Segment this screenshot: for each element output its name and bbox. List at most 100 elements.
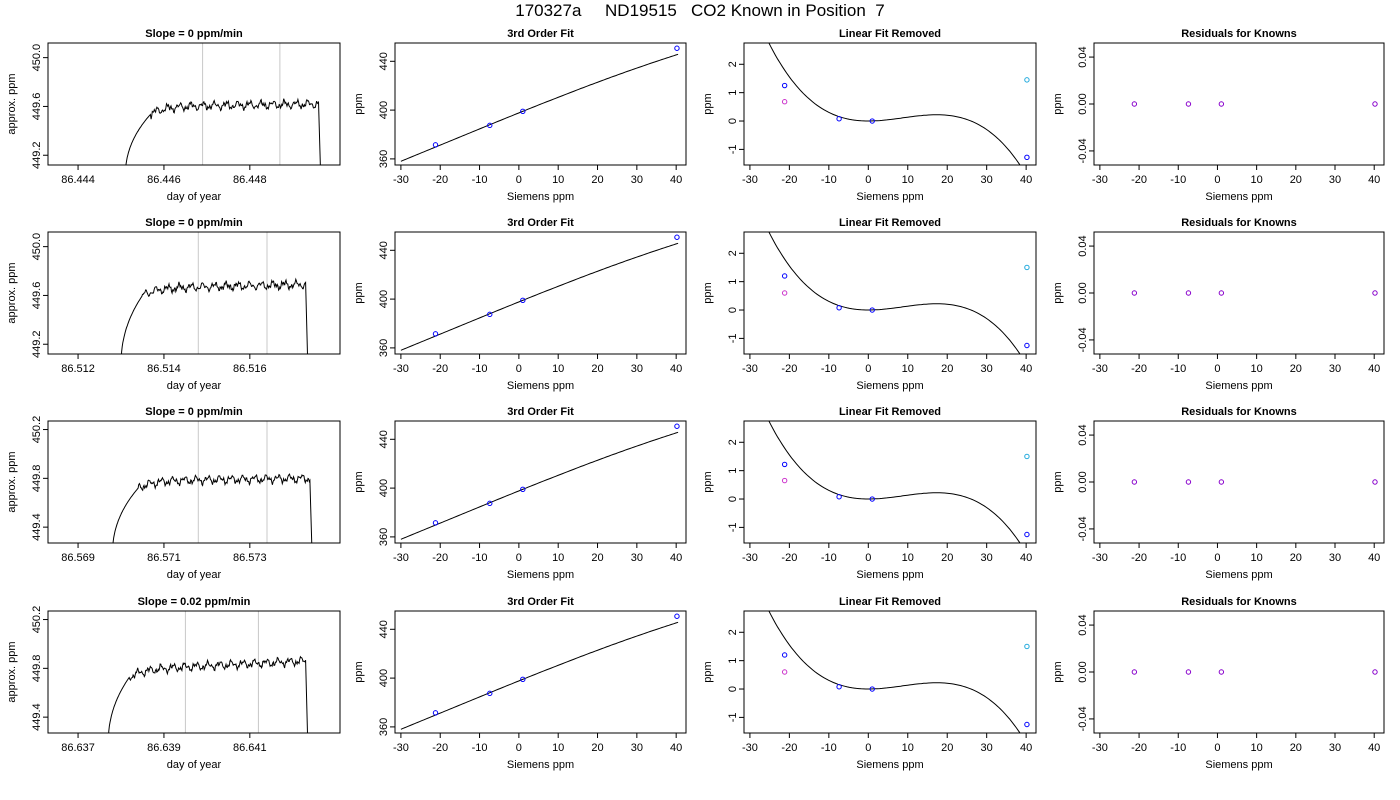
plot-area <box>1131 101 1378 107</box>
plot-area <box>125 43 321 165</box>
x-axis-label: Siemens ppm <box>856 380 923 392</box>
x-tick-label: 40 <box>1368 363 1380 375</box>
x-tick-label: 10 <box>552 174 564 186</box>
plot-area <box>121 232 308 354</box>
x-tick-label: 30 <box>631 174 643 186</box>
y-axis-label: ppm <box>702 93 714 114</box>
panel-title: 3rd Order Fit <box>507 406 574 418</box>
x-tick-label: 20 <box>1290 742 1302 754</box>
y-tick-label: 0 <box>727 118 739 124</box>
residual-point <box>1218 479 1225 485</box>
y-tick-label: 0.04 <box>1077 614 1089 635</box>
y-tick-label: -0.04 <box>1077 706 1089 731</box>
data-point <box>1024 531 1030 538</box>
x-tick-label: 40 <box>670 742 682 754</box>
plot-area <box>108 611 308 733</box>
y-tick-label: 440 <box>378 620 390 638</box>
x-tick-label: -30 <box>1092 174 1108 186</box>
y-tick-label: 0 <box>727 307 739 313</box>
x-axis-label: Siemens ppm <box>856 191 923 203</box>
data-point <box>520 108 526 115</box>
panel-title: Residuals for Knowns <box>1181 406 1297 418</box>
x-tick-label: 20 <box>591 363 603 375</box>
plot-frame <box>394 42 687 166</box>
y-tick-label: 0.00 <box>1077 282 1089 303</box>
y-tick-label: 0.04 <box>1077 46 1089 67</box>
x-tick-label: 86.571 <box>147 552 181 564</box>
y-tick-label: -0.04 <box>1077 516 1089 541</box>
x-tick-label: -20 <box>1131 742 1147 754</box>
residual-point <box>1185 479 1192 485</box>
x-tick-label: 0 <box>516 174 522 186</box>
fit-curve <box>768 43 1021 165</box>
x-tick-label: 0 <box>865 552 871 564</box>
y-tick-label: 360 <box>378 528 390 546</box>
plot-frame <box>47 42 341 166</box>
chart-panel: Residuals for Knowns -30 -20 -10 0 10 20 30 40 -0… <box>1052 28 1385 203</box>
y-tick-label: 400 <box>378 479 390 497</box>
residual-point <box>1185 669 1192 675</box>
x-axis-label: Siemens ppm <box>507 759 574 771</box>
y-tick-label: 360 <box>378 150 390 168</box>
x-tick-label: 86.573 <box>233 552 267 564</box>
y-axis-label: approx. ppm <box>6 262 18 323</box>
y-axis-label: ppm <box>1052 661 1064 682</box>
y-tick-label: 440 <box>378 241 390 259</box>
y-tick-label: 1 <box>727 468 739 474</box>
data-point <box>836 684 842 690</box>
x-axis-label: day of year <box>167 380 222 392</box>
y-tick-label: 2 <box>727 439 739 445</box>
data-point-magenta <box>781 477 788 484</box>
x-tick-label: 30 <box>631 552 643 564</box>
data-point <box>432 710 439 716</box>
panel-title: Linear Fit Removed <box>839 28 941 40</box>
y-tick-label: 0 <box>727 496 739 502</box>
chart-panel: Residuals for Knowns -30 -20 -10 0 10 20 30 40 -0… <box>1052 217 1385 392</box>
chart-panel: Linear Fit Removed-30 -20 -10 0 10 20 30 40-101… <box>702 217 1037 392</box>
data-trace-line <box>112 473 313 543</box>
chart-panel: Linear Fit Removed-30 -20 -10 0 10 20 30 40-101… <box>702 596 1037 771</box>
data-point <box>781 652 788 658</box>
x-axis-label: day of year <box>167 569 222 581</box>
x-axis-label: Siemens ppm <box>856 569 923 581</box>
data-point <box>432 142 439 148</box>
x-tick-label: 10 <box>902 174 914 186</box>
y-tick-label: 360 <box>378 339 390 357</box>
x-tick-label: -30 <box>742 174 758 186</box>
x-tick-label: 86.448 <box>233 174 267 186</box>
plot-area <box>768 43 1030 165</box>
y-axis-label: approx. ppm <box>6 73 18 134</box>
residual-point <box>1372 101 1378 107</box>
y-tick-label: 0.00 <box>1077 93 1089 114</box>
panel-title: Linear Fit Removed <box>839 596 941 608</box>
x-tick-label: -10 <box>821 552 837 564</box>
x-tick-label: -30 <box>393 552 409 564</box>
x-tick-label: -30 <box>393 742 409 754</box>
y-axis-label: ppm <box>353 661 365 682</box>
data-point <box>520 676 526 683</box>
data-point <box>836 305 842 311</box>
data-point-magenta <box>781 669 788 675</box>
chart-panel: Linear Fit Removed-30 -20 -10 0 10 20 30 40-101… <box>702 28 1037 203</box>
plot-frame <box>1093 420 1385 544</box>
panel-title: Slope = 0.02 ppm/min <box>138 596 251 608</box>
residual-point <box>1372 290 1378 296</box>
y-axis-label: approx. ppm <box>6 641 18 702</box>
x-tick-label: -20 <box>781 363 797 375</box>
plot-area <box>1131 479 1378 485</box>
x-axis-label: Siemens ppm <box>1205 759 1272 771</box>
x-tick-label: 20 <box>1290 363 1302 375</box>
x-tick-label: 20 <box>941 742 953 754</box>
x-axis-label: Siemens ppm <box>1205 380 1272 392</box>
data-point <box>869 118 875 124</box>
x-tick-label: 40 <box>1368 742 1380 754</box>
fit-curve <box>768 232 1021 354</box>
residual-point <box>1372 479 1378 485</box>
x-tick-label: 20 <box>591 742 603 754</box>
data-point <box>781 461 788 468</box>
x-tick-label: -20 <box>1131 552 1147 564</box>
x-tick-label: 40 <box>1368 174 1380 186</box>
plot-area <box>1131 669 1378 675</box>
x-tick-label: 20 <box>941 552 953 564</box>
